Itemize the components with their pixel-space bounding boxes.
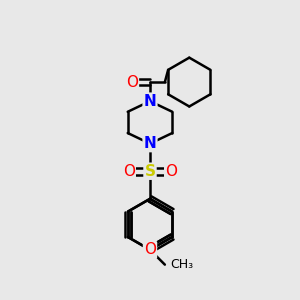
- Text: O: O: [123, 164, 135, 179]
- Text: O: O: [144, 242, 156, 257]
- Text: CH₃: CH₃: [170, 258, 193, 271]
- Text: N: N: [144, 94, 156, 109]
- Text: S: S: [145, 164, 155, 179]
- Text: O: O: [126, 75, 138, 90]
- Text: N: N: [144, 136, 156, 151]
- Text: O: O: [165, 164, 177, 179]
